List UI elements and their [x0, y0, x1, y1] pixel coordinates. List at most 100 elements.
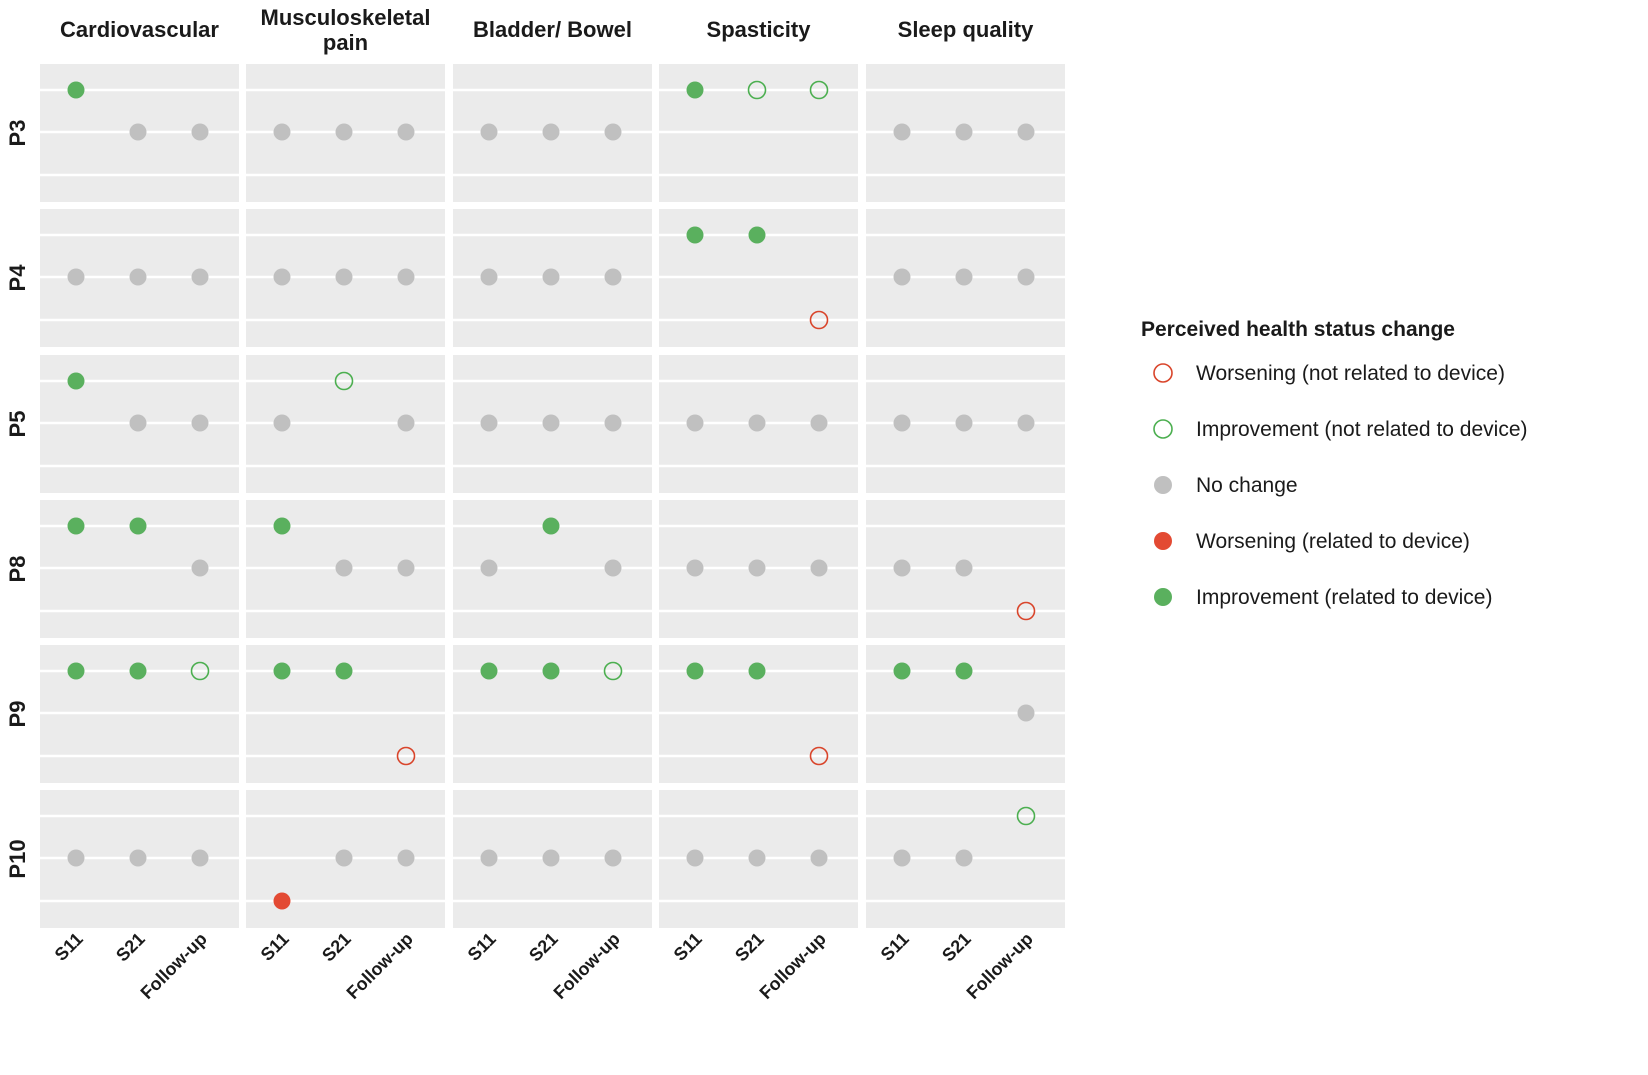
data-point-p3-spasticity-s11-improvement-device: [686, 81, 704, 99]
row-label-p5: P5: [5, 411, 30, 438]
data-point-p10-sleep-quality-follow-up-improvement-not-device: [1016, 806, 1036, 826]
data-point-p10-musculoskeletal-pain-s11-worsening-device: [273, 892, 291, 910]
data-point-p4-cardiovascular-s21-no-change: [129, 268, 147, 286]
data-point-p3-bladder-bowel-follow-up-no-change: [604, 123, 622, 141]
data-point-p5-cardiovascular-follow-up-no-change: [191, 414, 209, 432]
data-point-p5-sleep-quality-s11-no-change: [893, 414, 911, 432]
data-point-p4-sleep-quality-s21-no-change: [955, 268, 973, 286]
data-point-p9-spasticity-follow-up-worsening-not-device: [809, 746, 829, 766]
data-point-p5-spasticity-follow-up-no-change: [810, 414, 828, 432]
data-point-p8-musculoskeletal-pain-s11-improvement-device: [273, 517, 291, 535]
data-point-p3-musculoskeletal-pain-s21-no-change: [335, 123, 353, 141]
row-label-p3: P3: [5, 120, 30, 147]
row-label-p10: P10: [5, 839, 30, 878]
data-point-p3-sleep-quality-s11-no-change: [893, 123, 911, 141]
data-point-p5-bladder-bowel-s11-no-change: [480, 414, 498, 432]
column-title-spasticity: Spasticity: [707, 17, 812, 42]
data-point-p9-musculoskeletal-pain-follow-up-worsening-not-device: [396, 746, 416, 766]
column-title-sleep-quality: Sleep quality: [898, 17, 1034, 42]
data-point-p5-sleep-quality-s21-no-change: [955, 414, 973, 432]
data-point-p10-spasticity-follow-up-no-change: [810, 849, 828, 867]
data-point-p10-spasticity-s11-no-change: [686, 849, 704, 867]
data-point-p4-sleep-quality-s11-no-change: [893, 268, 911, 286]
data-point-p8-musculoskeletal-pain-follow-up-no-change: [397, 559, 415, 577]
data-point-p5-cardiovascular-s21-no-change: [129, 414, 147, 432]
data-point-p3-cardiovascular-s11-improvement-device: [67, 81, 85, 99]
data-point-p8-sleep-quality-follow-up-worsening-not-device: [1016, 601, 1036, 621]
x-tick-label-s11: S11: [877, 929, 913, 965]
data-point-p8-sleep-quality-s21-no-change: [955, 559, 973, 577]
data-point-p4-bladder-bowel-follow-up-no-change: [604, 268, 622, 286]
data-point-p5-spasticity-s21-no-change: [748, 414, 766, 432]
x-tick-label-s11: S11: [257, 929, 293, 965]
data-point-p3-cardiovascular-follow-up-no-change: [191, 123, 209, 141]
data-point-p4-musculoskeletal-pain-s11-no-change: [273, 268, 291, 286]
data-point-p10-spasticity-s21-no-change: [748, 849, 766, 867]
data-point-p3-cardiovascular-s21-no-change: [129, 123, 147, 141]
row-label-p4: P4: [5, 264, 30, 292]
data-point-p8-bladder-bowel-follow-up-no-change: [604, 559, 622, 577]
data-point-p8-spasticity-follow-up-no-change: [810, 559, 828, 577]
x-tick-label-follow-up: Follow-up: [137, 929, 211, 1003]
data-point-p9-sleep-quality-follow-up-no-change: [1017, 704, 1035, 722]
data-point-p9-sleep-quality-s21-improvement-device: [955, 662, 973, 680]
data-point-p9-bladder-bowel-follow-up-improvement-not-device: [603, 661, 623, 681]
legend-label-improvement-device: Improvement (related to device): [1196, 586, 1492, 609]
data-point-p4-musculoskeletal-pain-follow-up-no-change: [397, 268, 415, 286]
data-point-p9-sleep-quality-s11-improvement-device: [893, 662, 911, 680]
data-point-p8-spasticity-s21-no-change: [748, 559, 766, 577]
data-point-p9-bladder-bowel-s11-improvement-device: [480, 662, 498, 680]
data-point-p5-cardiovascular-s11-improvement-device: [67, 372, 85, 390]
x-tick-label-s11: S11: [51, 929, 87, 965]
legend-label-no-change: No change: [1196, 474, 1298, 497]
data-point-p3-musculoskeletal-pain-follow-up-no-change: [397, 123, 415, 141]
data-point-p9-spasticity-s11-improvement-device: [686, 662, 704, 680]
data-point-p10-musculoskeletal-pain-s21-no-change: [335, 849, 353, 867]
data-point-p10-cardiovascular-s11-no-change: [67, 849, 85, 867]
data-point-p4-musculoskeletal-pain-s21-no-change: [335, 268, 353, 286]
x-tick-label-follow-up: Follow-up: [756, 929, 830, 1003]
x-tick-label-follow-up: Follow-up: [963, 929, 1037, 1003]
data-point-p8-sleep-quality-s11-no-change: [893, 559, 911, 577]
x-tick-label-s21: S21: [525, 929, 562, 966]
legend-key-worsening-device: [1154, 532, 1172, 550]
data-point-p4-spasticity-follow-up-worsening-not-device: [809, 310, 829, 330]
data-point-p9-musculoskeletal-pain-s11-improvement-device: [273, 662, 291, 680]
column-title-cardiovascular: Cardiovascular: [60, 17, 219, 42]
x-tick-label-s21: S21: [112, 929, 149, 966]
data-point-p4-cardiovascular-s11-no-change: [67, 268, 85, 286]
data-point-p5-musculoskeletal-pain-follow-up-no-change: [397, 414, 415, 432]
data-point-p8-cardiovascular-s11-improvement-device: [67, 517, 85, 535]
column-title-bladder-bowel: Bladder/ Bowel: [473, 17, 632, 42]
x-tick-label-s21: S21: [938, 929, 975, 966]
legend-key-improvement-device: [1154, 588, 1172, 606]
x-tick-label-follow-up: Follow-up: [550, 929, 624, 1003]
data-point-p5-spasticity-s11-no-change: [686, 414, 704, 432]
data-point-p10-sleep-quality-s11-no-change: [893, 849, 911, 867]
data-point-p4-spasticity-s21-improvement-device: [748, 226, 766, 244]
legend-title: Perceived health status change: [1141, 318, 1455, 341]
data-point-p4-cardiovascular-follow-up-no-change: [191, 268, 209, 286]
data-point-p8-bladder-bowel-s21-improvement-device: [542, 517, 560, 535]
data-point-p8-cardiovascular-s21-improvement-device: [129, 517, 147, 535]
legend-label-worsening-device: Worsening (related to device): [1196, 530, 1470, 553]
data-point-p9-spasticity-s21-improvement-device: [748, 662, 766, 680]
legend-label-improvement-not-device: Improvement (not related to device): [1196, 418, 1528, 441]
data-point-p9-musculoskeletal-pain-s21-improvement-device: [335, 662, 353, 680]
data-point-p9-cardiovascular-follow-up-improvement-not-device: [190, 661, 210, 681]
legend-label-worsening-not-device: Worsening (not related to device): [1196, 362, 1505, 385]
data-point-p9-cardiovascular-s11-improvement-device: [67, 662, 85, 680]
data-point-p8-musculoskeletal-pain-s21-no-change: [335, 559, 353, 577]
row-label-p8: P8: [5, 556, 30, 583]
x-tick-label-follow-up: Follow-up: [343, 929, 417, 1003]
data-point-p9-bladder-bowel-s21-improvement-device: [542, 662, 560, 680]
data-point-p3-spasticity-s21-improvement-not-device: [747, 80, 767, 100]
column-title-musculoskeletal-pain: Musculoskeletal pain: [261, 5, 431, 55]
data-point-p8-cardiovascular-follow-up-no-change: [191, 559, 209, 577]
data-point-p3-musculoskeletal-pain-s11-no-change: [273, 123, 291, 141]
x-tick-label-s11: S11: [464, 929, 500, 965]
data-point-p8-spasticity-s11-no-change: [686, 559, 704, 577]
x-tick-label-s21: S21: [318, 929, 355, 966]
